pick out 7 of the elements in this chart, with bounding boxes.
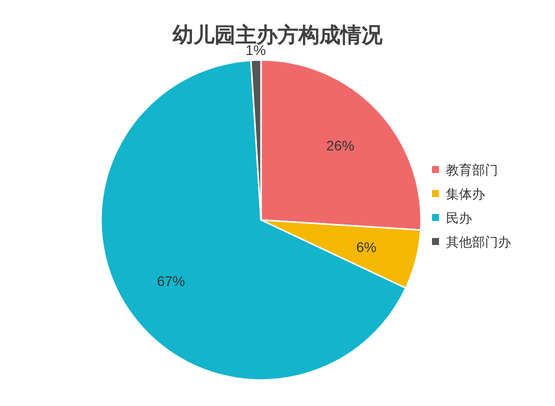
data-label: 26% (326, 138, 354, 154)
legend-label: 其他部门办 (446, 234, 511, 250)
legend-label: 民办 (446, 210, 472, 226)
legend-label: 集体办 (446, 186, 485, 202)
data-label: 67% (157, 273, 186, 290)
data-label: 6% (356, 239, 376, 256)
legend-label: 教育部门 (446, 162, 498, 178)
